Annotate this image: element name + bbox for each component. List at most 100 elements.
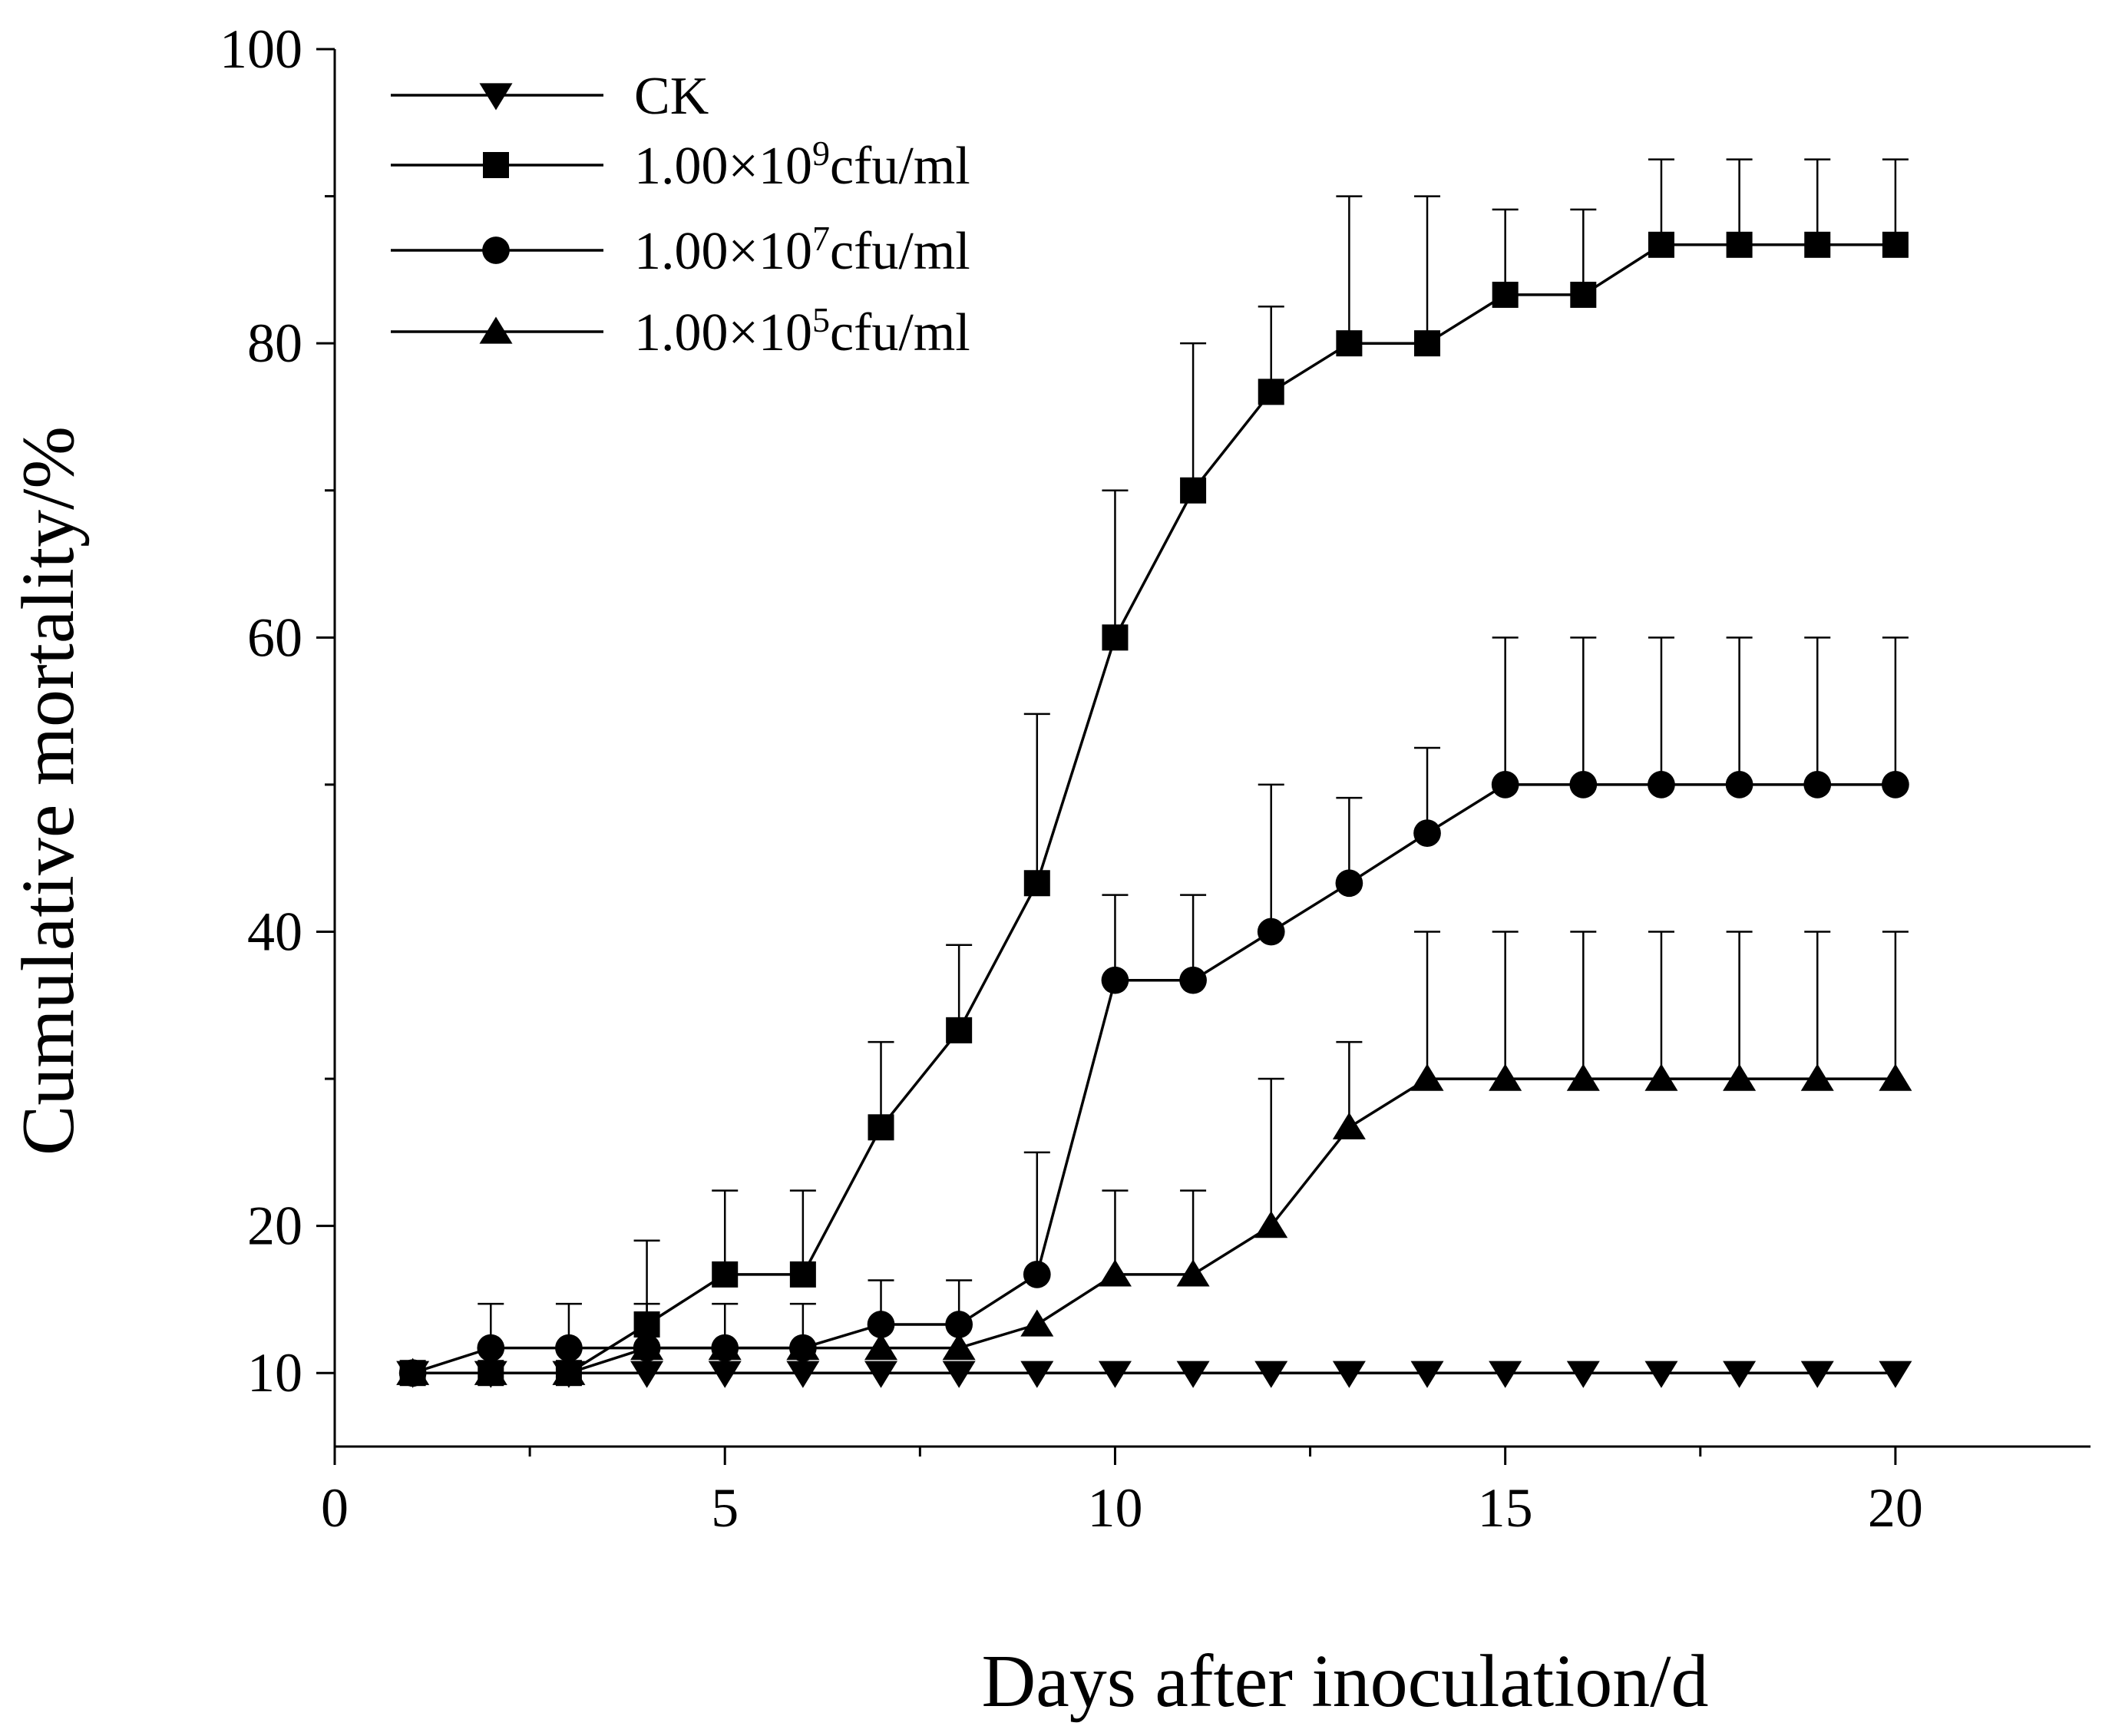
- series-4-point: [1566, 1063, 1600, 1091]
- series-2-point: [946, 1017, 973, 1043]
- series-4-point: [786, 1333, 820, 1361]
- series-1-point: [1879, 1361, 1912, 1388]
- series-2-point: [1023, 870, 1050, 897]
- series-4-point: [1254, 1211, 1288, 1238]
- series-4-point: [1723, 1063, 1757, 1091]
- series-2-point: [1648, 231, 1674, 258]
- series-4-point: [1332, 1112, 1366, 1139]
- legend-item-2: 1.00×109cfu/ml: [391, 134, 970, 196]
- series-1-point: [1489, 1361, 1522, 1388]
- error-bars: [478, 158, 1909, 1348]
- series-2-point: [789, 1261, 816, 1288]
- y-tick-label: 20: [247, 1195, 302, 1257]
- series-3-point: [1882, 771, 1909, 799]
- series-markers: [396, 231, 1912, 1388]
- legend-marker: [483, 152, 509, 178]
- series-1-point: [630, 1361, 664, 1388]
- series-1-point: [1644, 1361, 1678, 1388]
- y-tick-label: 10: [247, 1342, 302, 1404]
- series-1-point: [942, 1361, 976, 1388]
- series-2-point: [1492, 281, 1519, 308]
- series-1-point: [708, 1361, 742, 1388]
- series-4-point: [1020, 1309, 1054, 1337]
- series-1-point: [864, 1361, 898, 1388]
- y-tick-label: 60: [247, 607, 302, 668]
- y-tick-label: 40: [247, 901, 302, 962]
- series-1-point: [1176, 1361, 1210, 1388]
- series-1-point: [786, 1361, 820, 1388]
- series-3-point: [1023, 1261, 1051, 1288]
- series-3-point: [867, 1311, 895, 1338]
- series-2-point: [1882, 231, 1909, 258]
- series-2-point: [1414, 330, 1441, 357]
- y-tick-label: 100: [220, 18, 302, 80]
- series-2-point: [1726, 231, 1753, 258]
- x-tick-label: 10: [1087, 1477, 1142, 1539]
- legend-label: 1.00×109cfu/ml: [634, 134, 970, 196]
- series-3-point: [1803, 771, 1832, 799]
- series-3-point: [1257, 918, 1285, 946]
- legend-marker: [479, 316, 513, 344]
- series-2-line: [412, 243, 1896, 1374]
- series-4-point: [1410, 1063, 1444, 1091]
- series-4-point: [942, 1333, 976, 1361]
- series-4-point: [1489, 1063, 1522, 1091]
- series-1-point: [1254, 1361, 1288, 1388]
- series-1-point: [1098, 1361, 1132, 1388]
- axes: 0 5 10 15 20 10 20 40 60 80 100: [220, 18, 2091, 1539]
- series-3-point: [945, 1311, 973, 1338]
- series-3-point: [1335, 869, 1363, 898]
- legend-marker: [482, 236, 510, 264]
- series-3-point: [555, 1334, 583, 1362]
- x-tick-label: 20: [1868, 1477, 1923, 1539]
- legend-item-1: CK: [391, 67, 709, 126]
- series-4-point: [1176, 1259, 1210, 1287]
- y-axis-label: Cumulative mortality/%: [7, 426, 90, 1156]
- series-2-point: [1336, 330, 1363, 357]
- legend: CK 1.00×109cfu/ml 1.00×107cfu/ml 1.00×105cf…: [391, 67, 970, 362]
- series-3-point: [1413, 819, 1441, 847]
- x-tick-label: 5: [711, 1477, 739, 1539]
- series-4-point: [474, 1357, 507, 1385]
- series-1-point: [1800, 1361, 1834, 1388]
- series-4-point: [1644, 1063, 1678, 1091]
- series-4-point: [1098, 1259, 1132, 1287]
- y-tick-label: 80: [247, 312, 302, 374]
- series-4-point: [864, 1333, 898, 1361]
- series-2-point: [1570, 281, 1597, 308]
- legend-item-4: 1.00×105cfu/ml: [391, 300, 970, 362]
- series-1-point: [1723, 1361, 1757, 1388]
- series-4-point: [1800, 1063, 1834, 1091]
- x-tick-label: 0: [321, 1477, 349, 1539]
- x-axis-label: Days after inoculation/d: [981, 1640, 1708, 1723]
- series-1-point: [1410, 1361, 1444, 1388]
- series-3-point: [1179, 966, 1207, 994]
- series-4-point: [630, 1333, 664, 1361]
- series-2-point: [868, 1114, 894, 1141]
- series-1-point: [1020, 1361, 1054, 1388]
- series-4-point: [552, 1357, 586, 1385]
- series-1-point: [1332, 1361, 1366, 1388]
- legend-marker: [479, 83, 513, 111]
- series-4-point: [708, 1333, 742, 1361]
- series-2-point: [1804, 231, 1831, 258]
- series-2-point: [1258, 379, 1284, 405]
- series-1-point: [1566, 1361, 1600, 1388]
- series-3-point: [1725, 771, 1753, 799]
- series-3-point: [1569, 771, 1598, 799]
- series-3-point: [477, 1334, 505, 1362]
- legend-label: 1.00×105cfu/ml: [634, 300, 970, 362]
- series-4-point: [396, 1357, 430, 1385]
- series-3-point: [1101, 966, 1129, 994]
- series-2-point: [1102, 624, 1129, 651]
- series-2-point: [712, 1261, 739, 1288]
- series-2-point: [1180, 477, 1207, 504]
- series-3-point: [1491, 771, 1519, 799]
- legend-item-3: 1.00×107cfu/ml: [391, 219, 970, 281]
- legend-label: CK: [634, 67, 709, 126]
- x-tick-label: 15: [1478, 1477, 1533, 1539]
- legend-label: 1.00×107cfu/ml: [634, 219, 970, 281]
- series-lines: [412, 243, 1896, 1374]
